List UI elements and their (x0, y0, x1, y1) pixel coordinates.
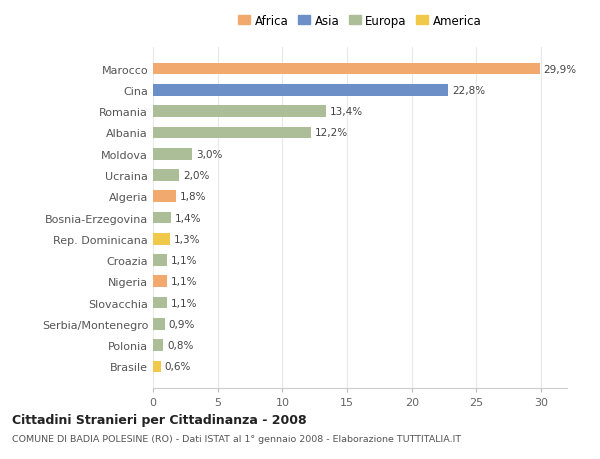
Bar (153, 127, 311, 139)
Bar (153, 106, 326, 118)
Bar (153, 276, 167, 287)
Bar (153, 234, 170, 245)
Text: 1,1%: 1,1% (171, 277, 197, 287)
Bar (153, 64, 540, 75)
Text: 22,8%: 22,8% (452, 86, 485, 95)
Text: Cittadini Stranieri per Cittadinanza - 2008: Cittadini Stranieri per Cittadinanza - 2… (12, 413, 307, 426)
Bar (153, 191, 176, 202)
Text: 1,4%: 1,4% (175, 213, 202, 223)
Bar (153, 361, 161, 372)
Bar (153, 297, 167, 309)
Text: 12,2%: 12,2% (315, 128, 348, 138)
Bar (153, 318, 164, 330)
Text: 13,4%: 13,4% (330, 107, 364, 117)
Text: 0,9%: 0,9% (169, 319, 195, 329)
Text: 29,9%: 29,9% (544, 64, 577, 74)
Legend: Africa, Asia, Europa, America: Africa, Asia, Europa, America (233, 10, 487, 32)
Bar (153, 170, 179, 181)
Text: 0,8%: 0,8% (167, 341, 194, 350)
Bar (153, 340, 163, 351)
Text: 1,1%: 1,1% (171, 256, 197, 265)
Text: 1,8%: 1,8% (180, 192, 206, 202)
Bar (153, 149, 192, 160)
Text: 1,3%: 1,3% (174, 234, 200, 244)
Bar (153, 212, 171, 224)
Text: COMUNE DI BADIA POLESINE (RO) - Dati ISTAT al 1° gennaio 2008 - Elaborazione TUT: COMUNE DI BADIA POLESINE (RO) - Dati IST… (12, 434, 461, 443)
Text: 3,0%: 3,0% (196, 149, 222, 159)
Text: 0,6%: 0,6% (164, 362, 191, 372)
Bar (153, 255, 167, 266)
Text: 1,1%: 1,1% (171, 298, 197, 308)
Text: 2,0%: 2,0% (183, 171, 209, 180)
Bar (153, 85, 448, 96)
